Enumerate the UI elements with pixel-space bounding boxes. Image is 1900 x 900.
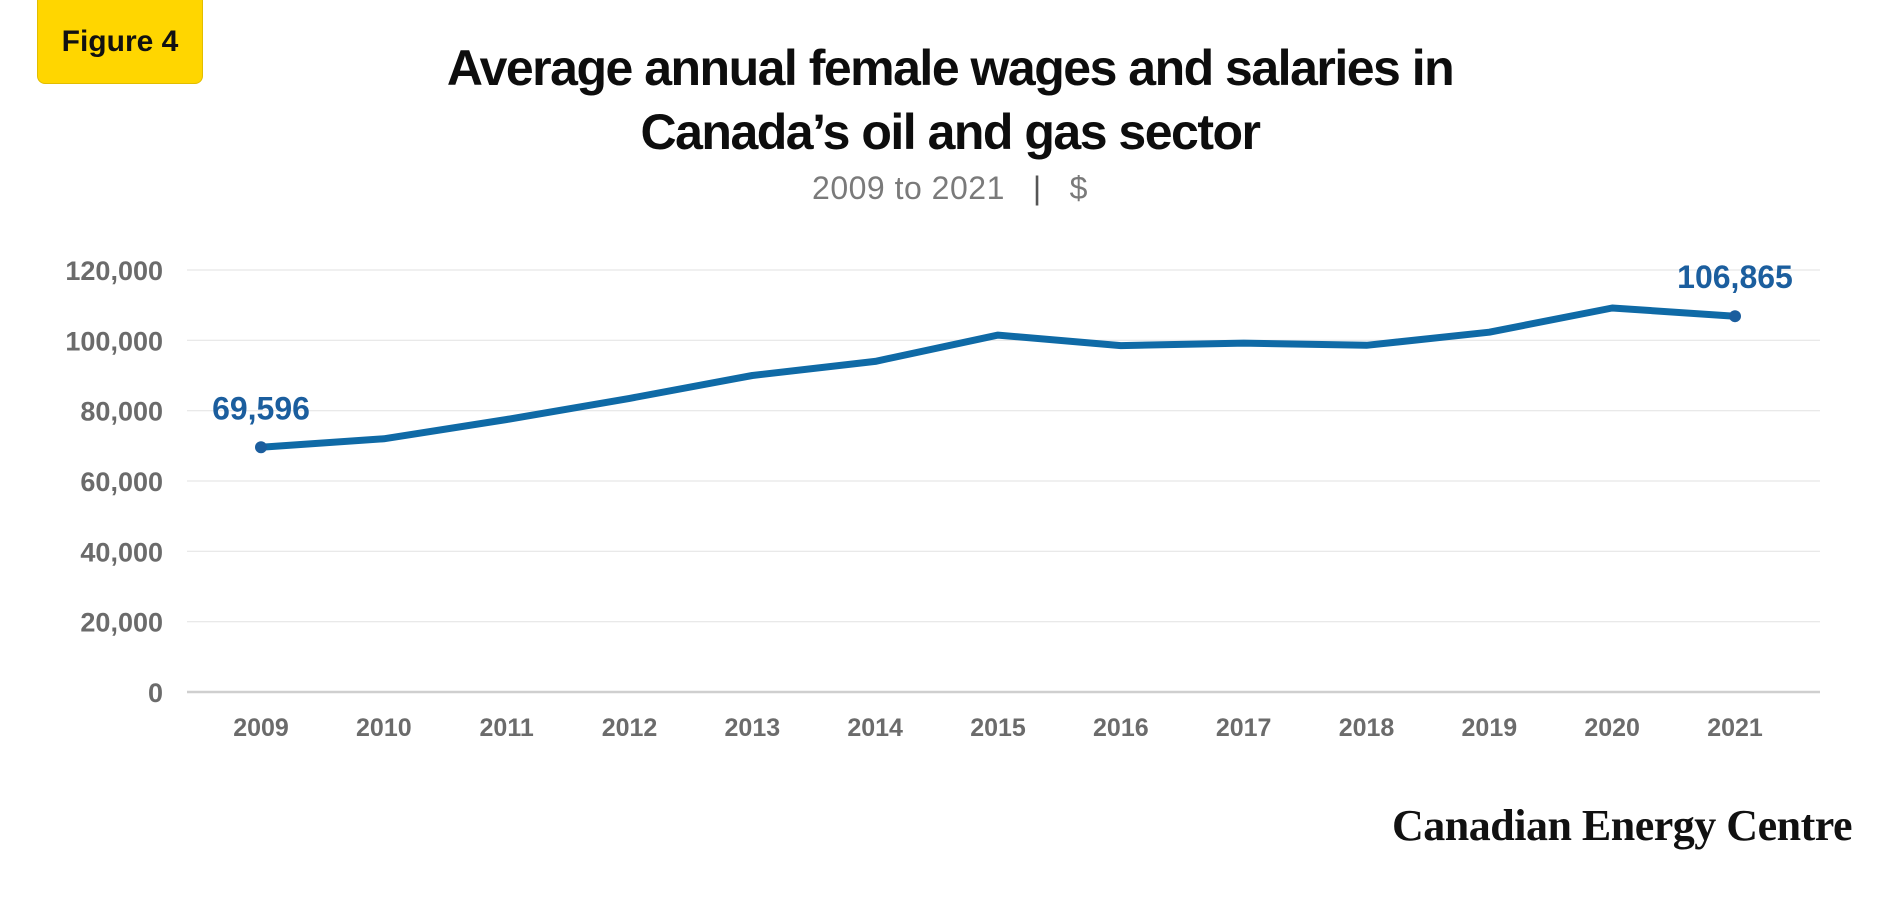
y-tick-label: 20,000: [80, 608, 163, 638]
x-tick-label: 2021: [1707, 714, 1763, 742]
chart-title: Average annual female wages and salaries…: [0, 36, 1900, 164]
data-point: [1729, 310, 1741, 323]
x-tick-label: 2015: [970, 714, 1026, 742]
figure-badge: Figure 4: [37, 0, 203, 84]
x-tick-label: 2010: [356, 714, 412, 742]
data-points: [255, 310, 1741, 454]
x-tick-label: 2012: [602, 714, 658, 742]
subtitle-unit: $: [1069, 170, 1088, 206]
data-label: 69,596: [212, 390, 310, 426]
x-tick-label: 2018: [1339, 714, 1395, 742]
y-tick-label: 100,000: [65, 326, 163, 356]
x-tick-label: 2016: [1093, 714, 1149, 742]
x-tick-label: 2019: [1462, 714, 1518, 742]
x-tick-label: 2013: [725, 714, 781, 742]
x-tick-label: 2017: [1216, 714, 1272, 742]
chart-title-line-2: Canada’s oil and gas sector: [640, 104, 1261, 160]
subtitle-range: 2009 to 2021: [812, 170, 1005, 206]
x-axis-tick-labels: 2009 2010 2011 2012 2013 2014 2015 2016 2017 2018…: [233, 714, 1763, 742]
brand-name: Canadian Energy Centre: [1392, 801, 1852, 850]
brand-logo: Canadian Energy Centre: [1392, 800, 1852, 851]
y-axis-tick-labels: 0 20,000 40,000 60,000 80,000 100,000 120,000: [65, 256, 163, 708]
x-tick-label: 2011: [480, 714, 534, 742]
subtitle-separator: |: [1032, 170, 1042, 206]
y-tick-label: 80,000: [80, 397, 163, 427]
series-line: [257, 304, 1739, 451]
data-point: [255, 441, 267, 454]
x-tick-label: 2020: [1584, 714, 1640, 742]
y-tick-label: 120,000: [65, 256, 163, 286]
figure-label: Figure 4: [61, 24, 179, 58]
x-tick-label: 2009: [233, 714, 289, 742]
grid-lines: [187, 269, 1820, 623]
data-label: 106,865: [1677, 259, 1793, 295]
data-labels: 69,596 106,865: [212, 259, 1793, 426]
y-tick-label: 0: [148, 678, 163, 708]
chart-title-line-1: Average annual female wages and salaries…: [446, 40, 1455, 96]
y-tick-label: 60,000: [80, 467, 163, 497]
chart-subtitle: 2009 to 2021 | $: [0, 170, 1900, 207]
x-tick-label: 2014: [847, 714, 903, 742]
y-tick-label: 40,000: [80, 537, 163, 567]
